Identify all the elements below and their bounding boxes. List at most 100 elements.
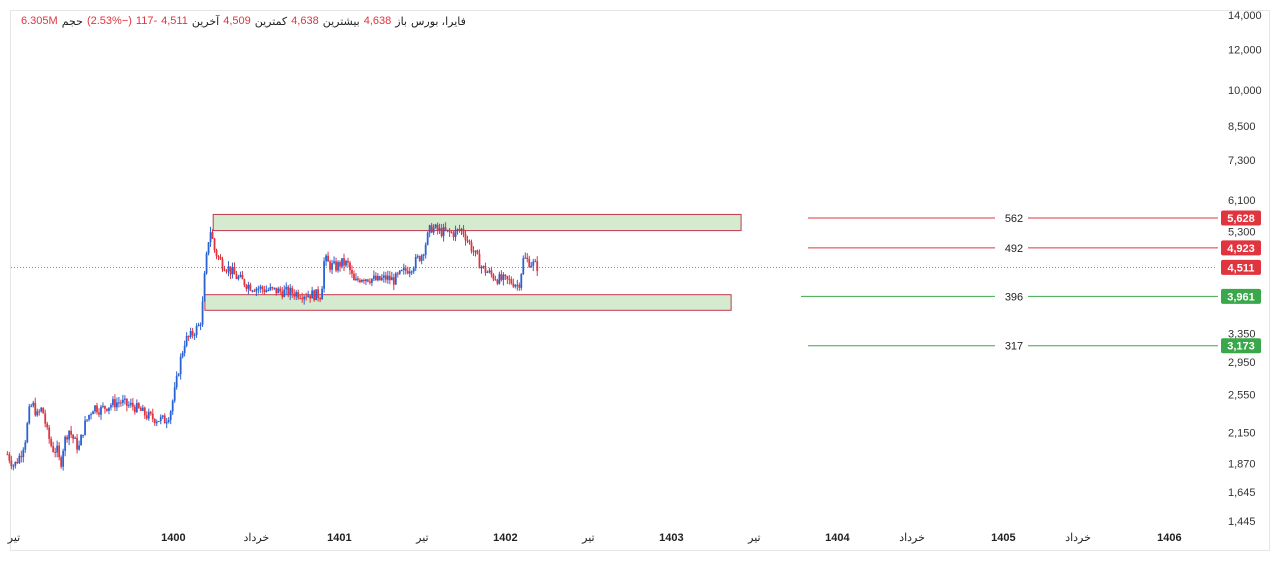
y-tick-label: 2,550 bbox=[1228, 389, 1256, 401]
candle-body bbox=[74, 437, 76, 439]
legend-symbol[interactable]: فایرا، بورس bbox=[411, 16, 466, 28]
candle-body bbox=[46, 423, 49, 428]
candle-body bbox=[374, 275, 377, 281]
candle-body bbox=[285, 286, 288, 290]
candle-body bbox=[48, 427, 51, 439]
candle-body bbox=[104, 405, 106, 409]
candle-body bbox=[382, 275, 385, 278]
candle-body bbox=[235, 274, 238, 279]
candle-body bbox=[223, 269, 226, 271]
candle-body bbox=[474, 250, 477, 252]
candle-body bbox=[209, 232, 212, 243]
candle-body bbox=[275, 287, 278, 294]
candle-body bbox=[56, 445, 59, 453]
candle-body bbox=[416, 256, 419, 258]
candle-body bbox=[121, 399, 124, 403]
candle-body bbox=[456, 229, 459, 231]
candle-body bbox=[530, 265, 533, 268]
x-tick-label: 1406 bbox=[1157, 532, 1181, 544]
candle-body bbox=[376, 276, 379, 281]
candle-body bbox=[299, 297, 302, 299]
candle-body bbox=[468, 240, 471, 243]
candle-body bbox=[229, 266, 232, 275]
level-label: 562 bbox=[1005, 213, 1023, 225]
candle-body bbox=[516, 284, 519, 286]
y-tick-label: 6,100 bbox=[1228, 195, 1256, 207]
candle-body bbox=[444, 227, 447, 231]
candle-body bbox=[355, 278, 357, 281]
candle-body bbox=[482, 266, 485, 268]
level-price-tag bbox=[1221, 240, 1261, 256]
candle-body bbox=[191, 331, 194, 336]
candle-body bbox=[496, 279, 499, 284]
candle-body bbox=[247, 284, 250, 289]
candle-body bbox=[112, 399, 114, 406]
candle-body bbox=[257, 288, 260, 290]
candle-body bbox=[448, 229, 451, 233]
candle-body bbox=[380, 277, 383, 281]
candle-body bbox=[353, 273, 355, 281]
candle-body bbox=[265, 290, 268, 293]
candle-body bbox=[528, 259, 531, 268]
candle-body bbox=[432, 227, 435, 233]
candle-body bbox=[289, 287, 292, 296]
current-price-tag bbox=[1221, 259, 1261, 275]
candle-body bbox=[175, 375, 178, 388]
candle-body bbox=[398, 270, 401, 274]
candle-body bbox=[249, 284, 252, 291]
candle-body bbox=[323, 261, 325, 289]
candle-body bbox=[287, 286, 290, 296]
candle-body bbox=[454, 229, 457, 238]
legend-change-value: -117 bbox=[135, 15, 158, 27]
candle-body bbox=[231, 267, 234, 275]
x-tick-label: تیر bbox=[581, 532, 594, 544]
candle-body bbox=[303, 296, 306, 300]
candle-body bbox=[504, 274, 507, 277]
candle-body bbox=[426, 232, 429, 245]
candle-body bbox=[524, 257, 527, 259]
candle-body bbox=[241, 274, 244, 280]
ohlc-legend: فایرا، بورس باز 4,638 بیشترین 4,638 کمتر… bbox=[17, 15, 466, 28]
candle-body bbox=[139, 407, 142, 411]
candle-body bbox=[526, 257, 529, 260]
legend-volume-value: 6.305M bbox=[21, 15, 58, 27]
candle-body bbox=[317, 289, 320, 299]
candle-body bbox=[42, 407, 45, 414]
candle-body bbox=[410, 271, 413, 273]
candle-body bbox=[205, 253, 208, 274]
candle-body bbox=[361, 279, 363, 282]
candle-body bbox=[404, 268, 407, 271]
candle-body bbox=[145, 415, 148, 419]
candle-body bbox=[347, 260, 349, 263]
candle-body bbox=[82, 434, 84, 436]
candle-body bbox=[388, 275, 391, 281]
candle-body bbox=[50, 438, 53, 446]
level-price-tag bbox=[1221, 338, 1261, 354]
candle-body bbox=[96, 405, 98, 413]
candle-body bbox=[440, 228, 443, 237]
legend-low-value: 4,509 bbox=[223, 15, 251, 27]
candle-body bbox=[384, 275, 387, 280]
candle-body bbox=[127, 404, 130, 406]
candle-body bbox=[243, 279, 246, 286]
candle-body bbox=[359, 280, 361, 282]
candle-body bbox=[319, 298, 322, 300]
candle-body bbox=[333, 261, 335, 264]
candle-body bbox=[100, 406, 102, 415]
candle-body bbox=[88, 415, 90, 420]
candle-body bbox=[536, 261, 539, 272]
candle-body bbox=[125, 398, 128, 406]
candle-body bbox=[118, 402, 120, 404]
candle-body bbox=[414, 257, 417, 269]
candle-body bbox=[430, 225, 433, 233]
candle-body bbox=[494, 279, 497, 281]
candle-body bbox=[90, 414, 92, 416]
candle-body bbox=[420, 255, 423, 261]
candle-body bbox=[400, 270, 403, 272]
candle-body bbox=[484, 266, 487, 273]
candle-body bbox=[120, 402, 122, 404]
legend-high-value: 4,638 bbox=[291, 15, 319, 27]
candle-body bbox=[199, 324, 202, 326]
candle-body bbox=[36, 411, 39, 416]
